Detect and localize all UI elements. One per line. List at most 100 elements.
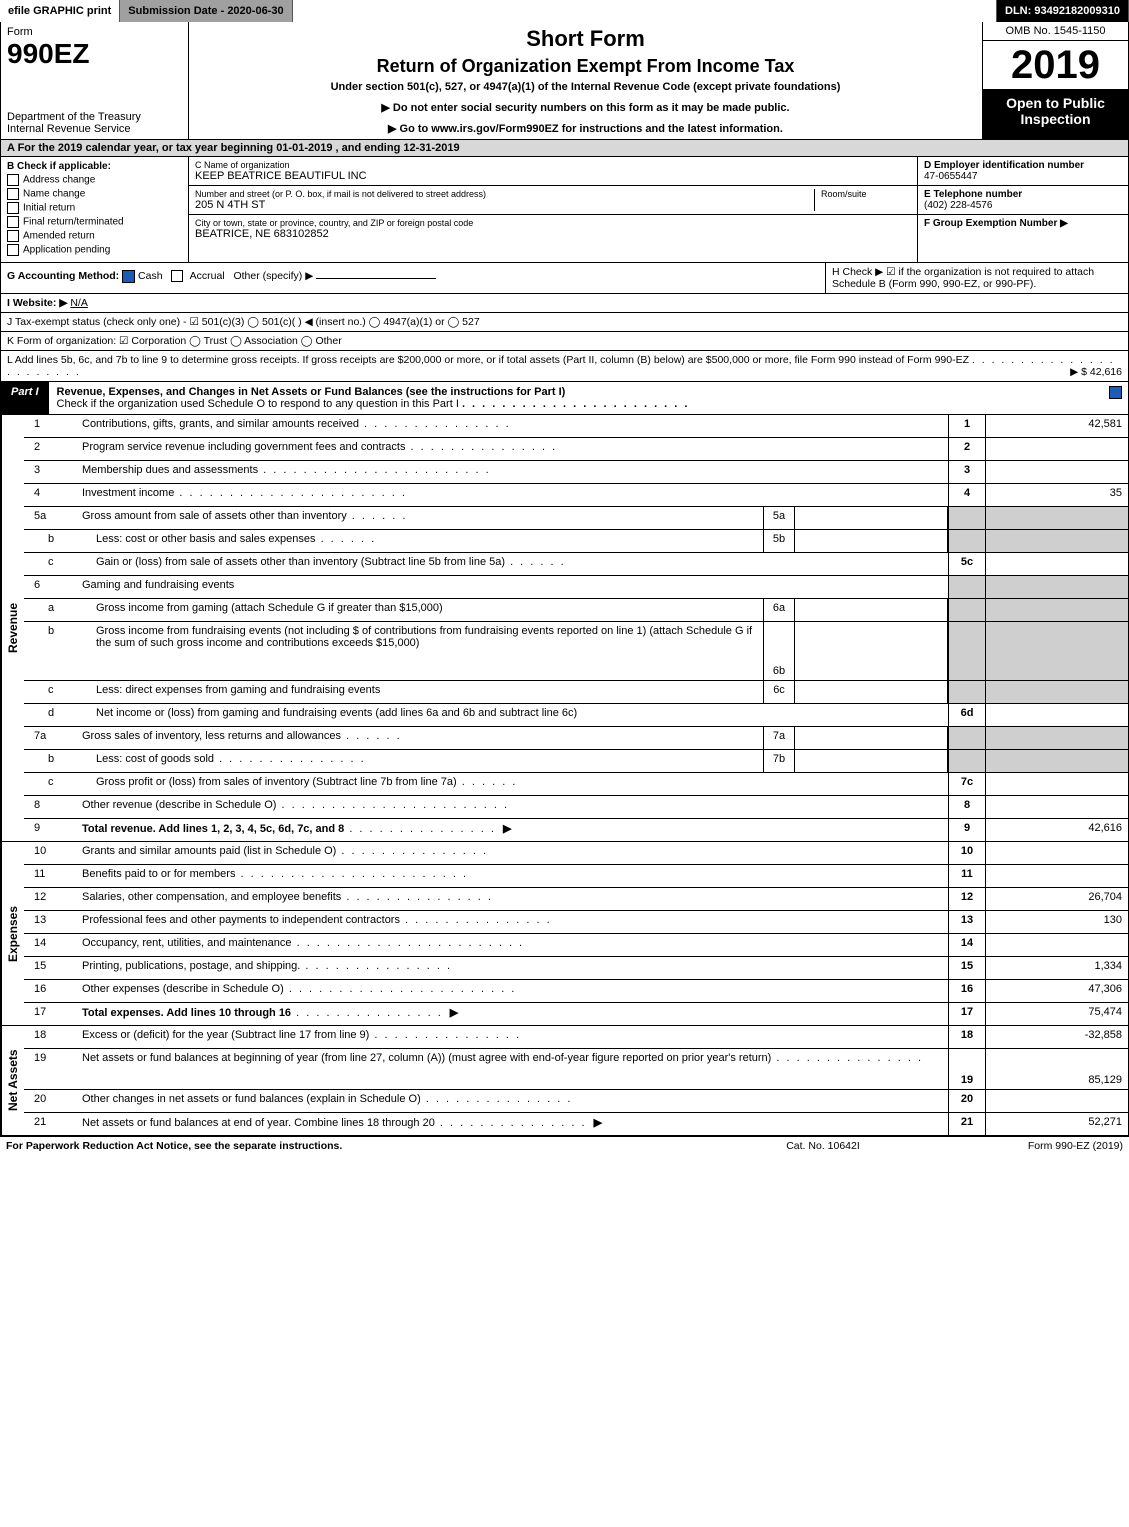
line-num: 15 <box>24 957 78 979</box>
form-header: Form 990EZ Department of the Treasury In… <box>0 22 1129 140</box>
L-text: L Add lines 5b, 6c, and 7b to line 9 to … <box>7 354 969 366</box>
line-13: 13 Professional fees and other payments … <box>24 910 1128 933</box>
line-mid-value <box>795 530 948 552</box>
chk-final-return[interactable]: Final return/terminated <box>7 216 182 228</box>
chk-label: Initial return <box>23 203 75 214</box>
line-value: 35 <box>985 484 1128 506</box>
line-num: b <box>24 622 92 680</box>
line-text: Gross amount from sale of assets other t… <box>82 510 347 522</box>
line-ref: 6d <box>948 704 985 726</box>
expenses-side-label: Expenses <box>1 842 24 1025</box>
line-num: 7a <box>24 727 78 749</box>
header-right: OMB No. 1545-1150 2019 Open to Public In… <box>982 22 1128 139</box>
line-value: 42,616 <box>985 819 1128 841</box>
line-ref: 13 <box>948 911 985 933</box>
line-text: Grants and similar amounts paid (list in… <box>82 845 336 857</box>
line-mid-ref: 5b <box>763 530 795 552</box>
line-text: Occupancy, rent, utilities, and maintena… <box>82 937 292 949</box>
dots-icon <box>284 983 517 995</box>
line-num: 8 <box>24 796 78 818</box>
line-text: Contributions, gifts, grants, and simila… <box>82 418 359 430</box>
line-value: 42,581 <box>985 415 1128 437</box>
chk-initial-return[interactable]: Initial return <box>7 202 182 214</box>
line-ref: 3 <box>948 461 985 483</box>
group-exemption-cell: F Group Exemption Number ▶ <box>918 215 1128 262</box>
check-icon <box>1109 386 1122 399</box>
line-value-shade <box>985 507 1128 529</box>
line-ref-shade <box>948 622 985 680</box>
line-num: b <box>24 750 92 772</box>
line-8: 8 Other revenue (describe in Schedule O)… <box>24 795 1128 818</box>
line-num: 14 <box>24 934 78 956</box>
chk-application-pending[interactable]: Application pending <box>7 244 182 256</box>
dots-icon <box>174 487 407 499</box>
line-1: 1 Contributions, gifts, grants, and simi… <box>24 415 1128 437</box>
city-label: City or town, state or province, country… <box>195 218 911 228</box>
arrow-icon <box>443 1007 459 1019</box>
line-text: Salaries, other compensation, and employ… <box>82 891 341 903</box>
info-grid: B Check if applicable: Address change Na… <box>0 157 1129 263</box>
line-value: 85,129 <box>985 1049 1128 1089</box>
line-text: Net assets or fund balances at beginning… <box>82 1052 771 1064</box>
street-value: 205 N 4TH ST <box>195 199 814 211</box>
header-mid: Short Form Return of Organization Exempt… <box>189 22 982 139</box>
line-ref: 2 <box>948 438 985 460</box>
line-value <box>985 865 1128 887</box>
dots-icon <box>435 1117 587 1129</box>
org-name-value: KEEP BEATRICE BEAUTIFUL INC <box>195 170 911 182</box>
line-G: G Accounting Method: Cash Accrual Other … <box>1 263 825 293</box>
chk-name-change[interactable]: Name change <box>7 188 182 200</box>
G-other-slot[interactable] <box>316 266 436 279</box>
chk-amended-return[interactable]: Amended return <box>7 230 182 242</box>
line-num: 16 <box>24 980 78 1002</box>
dots-icon <box>457 776 518 788</box>
line-value <box>985 842 1128 864</box>
line-ref-shade <box>948 599 985 621</box>
org-name-label: C Name of organization <box>195 160 911 170</box>
line-num: 11 <box>24 865 78 887</box>
line-text: Less: direct expenses from gaming and fu… <box>96 684 380 696</box>
line-7c: c Gross profit or (loss) from sales of i… <box>24 772 1128 795</box>
line-num: 5a <box>24 507 78 529</box>
line-ref: 10 <box>948 842 985 864</box>
G-other: Other (specify) ▶ <box>233 270 313 282</box>
dots-icon <box>405 441 557 453</box>
dots-icon <box>341 730 402 742</box>
part1-checkbox[interactable] <box>1086 382 1128 414</box>
dots-icon <box>341 891 493 903</box>
tax-year-line: A For the 2019 calendar year, or tax yea… <box>0 140 1129 157</box>
header-goto[interactable]: Go to www.irs.gov/Form990EZ for instruct… <box>195 122 976 135</box>
line-ref: 7c <box>948 773 985 795</box>
line-text: Total expenses. Add lines 10 through 16 <box>82 1007 291 1019</box>
dots-icon <box>462 398 690 410</box>
line-value <box>985 461 1128 483</box>
dots-icon <box>771 1052 923 1064</box>
line-mid-ref: 7b <box>763 750 795 772</box>
form-id: 990EZ <box>7 38 182 70</box>
L-amount: ▶ $ 42,616 <box>1070 366 1122 378</box>
line-mid-value <box>795 750 948 772</box>
line-num: 17 <box>24 1003 78 1025</box>
line-ref: 16 <box>948 980 985 1002</box>
footer-left: For Paperwork Reduction Act Notice, see … <box>6 1140 723 1152</box>
efile-print-label[interactable]: efile GRAPHIC print <box>0 0 120 22</box>
line-value-shade <box>985 750 1128 772</box>
chk-address-change[interactable]: Address change <box>7 174 182 186</box>
line-value: 75,474 <box>985 1003 1128 1025</box>
line-num: 1 <box>24 415 78 437</box>
B-title: B Check if applicable: <box>7 161 182 172</box>
part1-title: Revenue, Expenses, and Changes in Net As… <box>49 382 1086 414</box>
line-ref-shade <box>948 576 985 598</box>
line-11: 11 Benefits paid to or for members 11 <box>24 864 1128 887</box>
line-value-shade <box>985 599 1128 621</box>
I-value: N/A <box>70 297 88 309</box>
line-ref: 19 <box>948 1049 985 1089</box>
chk-label: Amended return <box>23 231 95 242</box>
part1-bar: Part I Revenue, Expenses, and Changes in… <box>0 382 1129 415</box>
dots-icon <box>292 937 525 949</box>
dots-icon <box>291 1007 443 1019</box>
line-6: 6 Gaming and fundraising events <box>24 575 1128 598</box>
line-mid-value <box>795 507 948 529</box>
line-value: 52,271 <box>985 1113 1128 1135</box>
line-16: 16 Other expenses (describe in Schedule … <box>24 979 1128 1002</box>
